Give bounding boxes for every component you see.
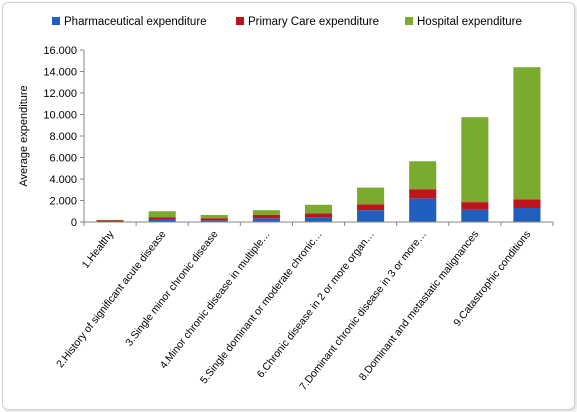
y-axis-label: Average expenditure: [18, 85, 30, 186]
bar-stack: [200, 215, 228, 222]
bar-stack: [357, 187, 385, 222]
bar-stack: [148, 211, 176, 222]
bar-segment: [252, 215, 280, 219]
bar-stack: [304, 204, 333, 222]
x-category-label: 2.History of significant acute disease: [54, 228, 168, 370]
bar-segment: [513, 199, 541, 209]
bar-segment: [148, 219, 176, 222]
bar-segment: [409, 161, 437, 190]
legend-label: Hospital expenditure: [417, 16, 522, 28]
bar-segment: [357, 210, 385, 222]
bar-stack: [409, 161, 437, 222]
x-category-label: 6.Chronic disease in 2 or more organ…: [255, 228, 377, 380]
bar-segment: [304, 213, 333, 218]
bar-segment: [148, 217, 176, 220]
bar-stack: [513, 67, 541, 222]
y-tick-label: 8.000: [49, 131, 77, 143]
bar-segment: [409, 189, 437, 199]
legend-item: Primary Care expenditure: [236, 16, 379, 28]
y-tick-label: 2.000: [49, 196, 77, 208]
legend: Pharmaceutical expenditure Primary Care e…: [52, 16, 522, 28]
bar-segment: [461, 117, 489, 203]
bar-segment: [252, 210, 280, 216]
bar-segment: [96, 220, 124, 222]
bar-segment: [148, 211, 176, 218]
y-tick-label: 10.000: [43, 110, 77, 122]
bar-segment: [304, 217, 333, 222]
legend-swatch: [405, 17, 413, 25]
y-axis: 0 2.000 4.000 6.000 8.000 10.000 12.000 14.000 1…: [43, 45, 85, 229]
bar-segment: [200, 218, 228, 221]
bar-segment: [513, 67, 541, 200]
bar-segment: [200, 220, 228, 222]
legend-item: Hospital expenditure: [405, 16, 522, 28]
x-category-label: 4.Minor chronic disease in multiple…: [158, 228, 273, 371]
bar-segment: [409, 198, 437, 222]
y-tick-label: 14.000: [43, 67, 77, 79]
bar-segment: [96, 219, 124, 221]
legend-item: Pharmaceutical expenditure: [52, 16, 207, 28]
legend-swatch: [52, 17, 60, 25]
bar-segment: [304, 204, 333, 214]
y-tick-label: 16.000: [43, 45, 77, 57]
bar-segment: [461, 202, 489, 210]
y-tick-label: 12.000: [43, 88, 77, 100]
bar-segment: [357, 187, 385, 205]
y-tick-label: 6.000: [49, 153, 77, 165]
legend-label: Primary Care expenditure: [248, 16, 379, 28]
bar-stack: [252, 210, 280, 222]
bar-segment: [461, 209, 489, 222]
y-tick-label: 0: [71, 217, 77, 229]
bar-stack: [461, 117, 489, 222]
x-category-label: 1.Healthy: [80, 228, 117, 271]
legend-label: Pharmaceutical expenditure: [64, 16, 207, 28]
bar-segment: [200, 215, 228, 219]
bar-segment: [513, 208, 541, 222]
y-tick-label: 4.000: [49, 174, 77, 186]
bars: [96, 67, 541, 222]
bar-segment: [357, 204, 385, 211]
legend-swatch: [236, 17, 244, 25]
bar-segment: [252, 218, 280, 222]
x-category-label: 3.Single minor chronic disease: [123, 228, 221, 348]
